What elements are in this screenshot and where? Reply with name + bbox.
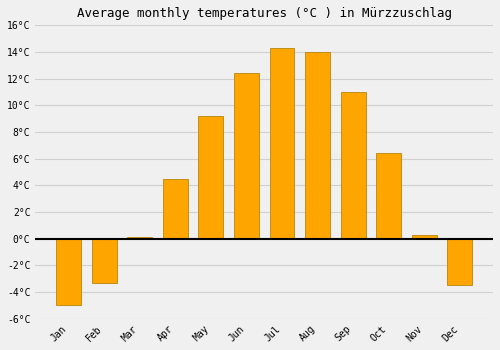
Bar bbox=[448, 239, 472, 285]
Title: Average monthly temperatures (°C ) in Mürzzuschlag: Average monthly temperatures (°C ) in Mü… bbox=[76, 7, 452, 20]
Bar bbox=[92, 239, 116, 283]
Bar bbox=[127, 237, 152, 239]
Bar bbox=[198, 116, 224, 239]
Bar bbox=[412, 234, 436, 239]
Bar bbox=[163, 178, 188, 239]
Bar bbox=[305, 52, 330, 239]
Bar bbox=[270, 48, 294, 239]
Bar bbox=[376, 153, 401, 239]
Bar bbox=[234, 73, 259, 239]
Bar bbox=[56, 239, 81, 305]
Bar bbox=[340, 92, 365, 239]
